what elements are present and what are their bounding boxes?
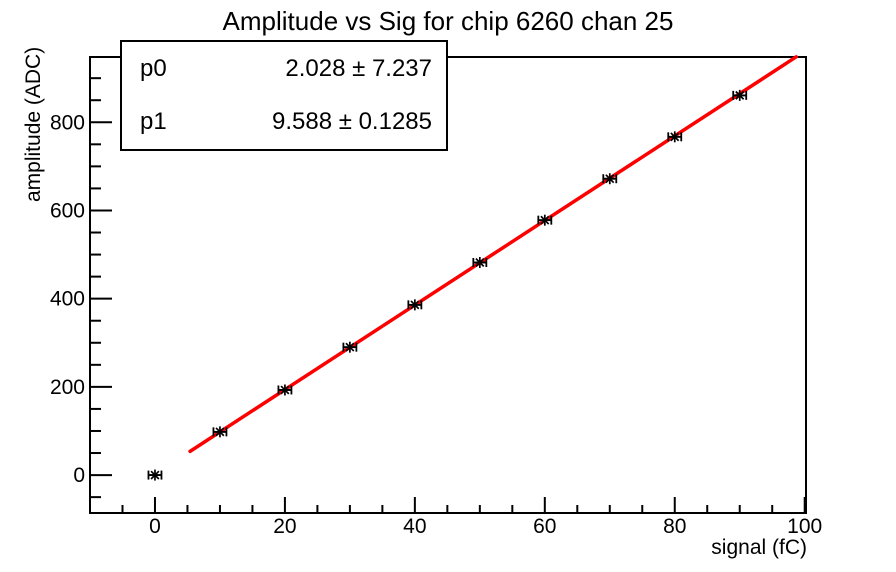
x-tick-label: 80 — [663, 515, 686, 538]
stat-param-value: 9.588 ± 0.1285 — [272, 107, 432, 135]
data-point-marker — [670, 132, 680, 142]
chart-title: Amplitude vs Sig for chip 6260 chan 25 — [222, 6, 674, 36]
y-tick-label: 200 — [50, 376, 85, 399]
data-point-marker — [215, 427, 225, 437]
y-tick-label: 600 — [50, 199, 85, 222]
x-tick-label: 0 — [149, 515, 161, 538]
data-point-marker — [410, 300, 420, 310]
y-tick-label: 800 — [50, 111, 85, 134]
data-point-marker — [475, 258, 485, 268]
stat-row-p0: p0 2.028 ± 7.237 — [122, 42, 446, 95]
fit-stats-box: p0 2.028 ± 7.237 p1 9.588 ± 0.1285 — [120, 40, 448, 151]
data-point-marker — [280, 385, 290, 395]
stat-param-name: p1 — [140, 107, 167, 135]
x-tick-label: 40 — [403, 515, 426, 538]
y-axis-title: amplitude (ADC) — [22, 46, 45, 202]
y-tick-label: 400 — [50, 288, 85, 311]
stat-param-value: 2.028 ± 7.237 — [285, 54, 432, 82]
x-axis-title: signal (fC) — [711, 536, 807, 559]
x-tick-label: 20 — [273, 515, 296, 538]
data-point-marker — [150, 470, 160, 480]
x-tick-label: 60 — [533, 515, 556, 538]
data-point-marker — [345, 342, 355, 352]
data-point-marker — [735, 90, 745, 100]
stat-row-p1: p1 9.588 ± 0.1285 — [122, 95, 446, 148]
data-point-marker — [540, 215, 550, 225]
x-tick-label: 100 — [787, 515, 822, 538]
data-point-marker — [605, 174, 615, 184]
y-tick-label: 0 — [73, 464, 85, 487]
stat-param-name: p0 — [140, 54, 167, 82]
